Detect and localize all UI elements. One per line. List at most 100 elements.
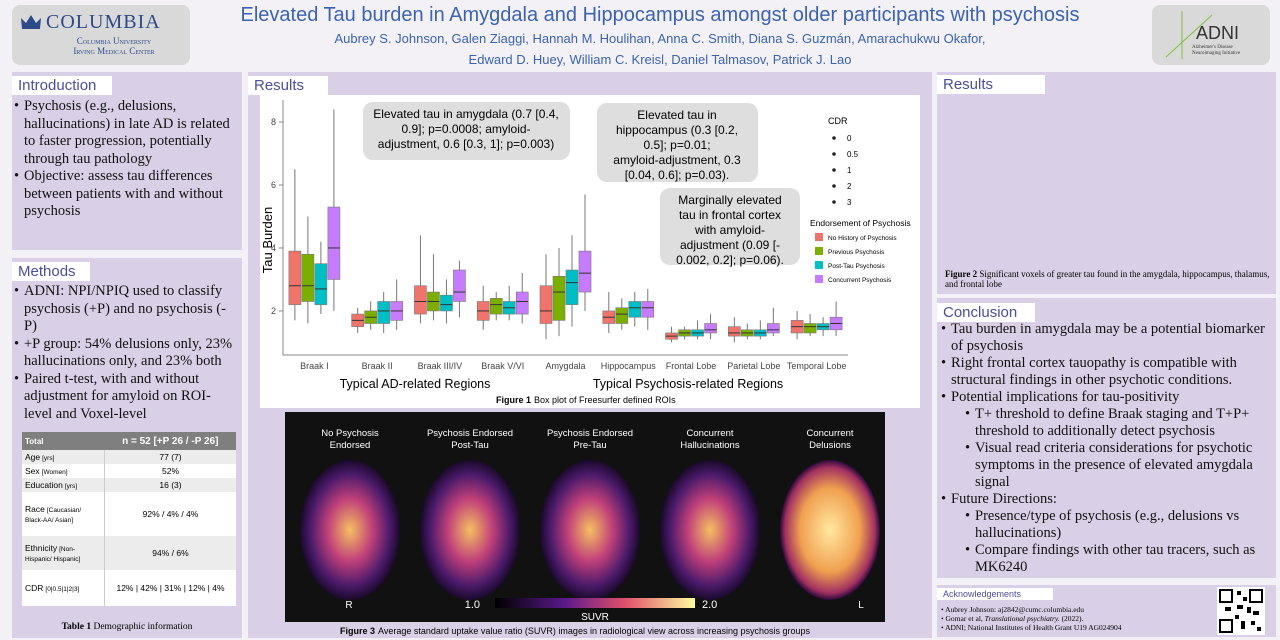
label-text: Race xyxy=(25,504,45,514)
row-label: Race [Caucasian/ Black-AA/ Asian] xyxy=(22,492,105,536)
annotation-line: hippocampus (0.3 [0.2, xyxy=(616,123,738,137)
annotation-line: Elevated tau in xyxy=(637,108,716,122)
row-label: Education [yrs] xyxy=(22,478,105,492)
pet-brain xyxy=(420,460,520,600)
section-heading: Acknowledgements xyxy=(937,588,1053,600)
side-label: R xyxy=(345,600,352,611)
x-tick-label: Hippocampus xyxy=(601,361,657,371)
bullet: +P group: 54% delusions only, 23% halluc… xyxy=(14,336,238,371)
annotation-line: 0.5]; p=0.01; xyxy=(643,138,710,152)
legend-marker xyxy=(832,152,836,156)
colorbar-min: 1.0 xyxy=(465,599,480,611)
ack-text: ADNI; National Institutes of Health Gran… xyxy=(945,623,1122,632)
box xyxy=(615,307,629,324)
group-label: Typical AD-related Regions xyxy=(340,377,491,391)
authors: Aubrey S. Johnson, Galen Ziaggi, Hannah … xyxy=(200,28,1120,70)
qr-code xyxy=(1217,587,1265,635)
legend-swatch xyxy=(815,261,823,269)
ack-panel: Acknowledgements • Aubrey Johnson: aj284… xyxy=(937,585,1276,637)
sub-list: Presence/type of psychosis (e.g., delusi… xyxy=(951,508,1275,576)
demographics-table: Total n = 52 [+P 26 / -P 26] Age [yrs] 77 (7… xyxy=(22,432,236,606)
methods-panel: Methods ADNI: NPI/NPIQ used to classify … xyxy=(12,258,242,638)
annotation-line: adjustment (0.09 [- xyxy=(680,238,780,252)
panel-label: Pre-Tau xyxy=(573,440,606,451)
legend-label: 0.5 xyxy=(847,150,859,159)
row-label: CDR [0|0.5|1|2|3] xyxy=(22,570,105,606)
row-label: Sex [Women] xyxy=(22,464,105,478)
box xyxy=(704,323,717,334)
y-axis-label: Tau Burden xyxy=(260,207,275,274)
y-tick-label: 6 xyxy=(271,180,276,190)
label-text: Age xyxy=(25,452,41,462)
ack-line: • Aubrey Johnson: aj2842@cumc.columbia.e… xyxy=(941,605,1122,614)
bullet-dot: • xyxy=(941,614,946,623)
adni-sub: Alzheimer's Disease Neuroimaging Initiat… xyxy=(1192,45,1240,57)
label-text: CDR xyxy=(25,583,44,593)
label-unit: [yrs] xyxy=(42,455,55,462)
box xyxy=(440,294,453,312)
bullet: Potential implications for tau-positivit… xyxy=(941,389,1275,491)
section-heading: Results xyxy=(248,76,328,95)
row-label: Age [yrs] xyxy=(22,450,105,464)
colorbar-max: 2.0 xyxy=(702,599,717,611)
methods-list: ADNI: NPI/NPIQ used to classify psychosi… xyxy=(14,283,238,423)
annotation-line: adjustment, 0.6 [0.3, 1]; p=0.003) xyxy=(378,137,554,151)
table-row: Education [yrs] 16 (3) xyxy=(22,478,236,492)
logo-box: COLUMBIA Columbia University Irving Medi… xyxy=(12,5,190,65)
caption-label: Table 1 xyxy=(61,622,92,632)
ack-line: • ADNI; National Institutes of Health Gr… xyxy=(941,623,1122,632)
logo-sub: Columbia University Irving Medical Cente… xyxy=(54,36,174,56)
table-caption: Table 1 Demographic information xyxy=(12,622,242,632)
results-right-panel: Results Figure 2 Significant voxels of g… xyxy=(937,72,1276,294)
row-label: Ethnicity [Non-Hispanic/ Hispanic] xyxy=(22,536,105,570)
panel-label: Psychosis Endorsed xyxy=(547,428,633,439)
figure-caption: Average standard uptake value ratio (SUV… xyxy=(378,626,811,636)
box xyxy=(578,250,592,293)
table-row: Race [Caucasian/ Black-AA/ Asian] 92% / 4%… xyxy=(22,492,236,536)
annotation-line: amyloid-adjustment, 0.3 xyxy=(613,153,741,167)
legend-label: No History of Psychosis xyxy=(828,235,897,242)
y-tick-label: 8 xyxy=(271,117,276,127)
box xyxy=(327,206,341,280)
legend-swatch xyxy=(815,275,823,283)
row-value: 16 (3) xyxy=(159,480,182,490)
box xyxy=(489,298,503,315)
label-unit: [0|0.5|1|2|3] xyxy=(45,586,80,593)
row-value: 12% | 42% | 31% | 12% | 4% xyxy=(116,583,225,593)
x-tick-label: Frontal Lobe xyxy=(666,361,717,371)
label-unit: [Non-Hispanic/ Hispanic] xyxy=(25,546,81,563)
sub-list: T+ threshold to define Braak staging and… xyxy=(951,406,1275,491)
bullet: Psychosis (e.g., delusions, hallucinatio… xyxy=(14,98,238,168)
ack-text: Translational psychiatry. xyxy=(984,614,1060,623)
table-row: Sex [Women] 52% xyxy=(22,464,236,478)
x-tick-label: Braak III/IV xyxy=(418,361,463,371)
box xyxy=(414,285,427,315)
legend-marker xyxy=(832,200,836,204)
box xyxy=(377,301,390,324)
legend-label: Concurrent Psychosis xyxy=(828,277,892,284)
header-cell: Total xyxy=(25,436,44,446)
logo-sub-line: Irving Medical Center xyxy=(73,46,155,56)
x-tick-label: Amygdala xyxy=(545,361,585,371)
box xyxy=(565,269,579,305)
y-tick-label: 4 xyxy=(271,243,276,253)
bullet-text: Future Directions: xyxy=(951,491,1057,507)
label-text: Sex xyxy=(25,466,40,476)
box xyxy=(539,285,553,324)
y-tick-label: 2 xyxy=(271,306,276,316)
annotation-box xyxy=(660,188,800,265)
bullet: Paired t-test, with and without adjustme… xyxy=(14,371,238,424)
legend-label: 3 xyxy=(847,198,852,207)
sub-bullet: Compare findings with other tau tracers,… xyxy=(965,542,1275,576)
figure-2-caption: Figure 2 Significant voxels of greater t… xyxy=(945,269,1270,289)
x-tick-label: Parietal Lobe xyxy=(727,361,780,371)
sub-bullet: Presence/type of psychosis (e.g., delusi… xyxy=(965,508,1275,542)
legend-swatch xyxy=(815,233,823,241)
annotation-box xyxy=(597,103,758,182)
section-heading: Introduction xyxy=(12,76,112,95)
box xyxy=(453,269,466,302)
caption-label: Figure 2 xyxy=(945,269,978,279)
bullet: ADNI: NPI/NPIQ used to classify psychosi… xyxy=(14,283,238,336)
logo-sub-line: Columbia University xyxy=(76,36,152,46)
